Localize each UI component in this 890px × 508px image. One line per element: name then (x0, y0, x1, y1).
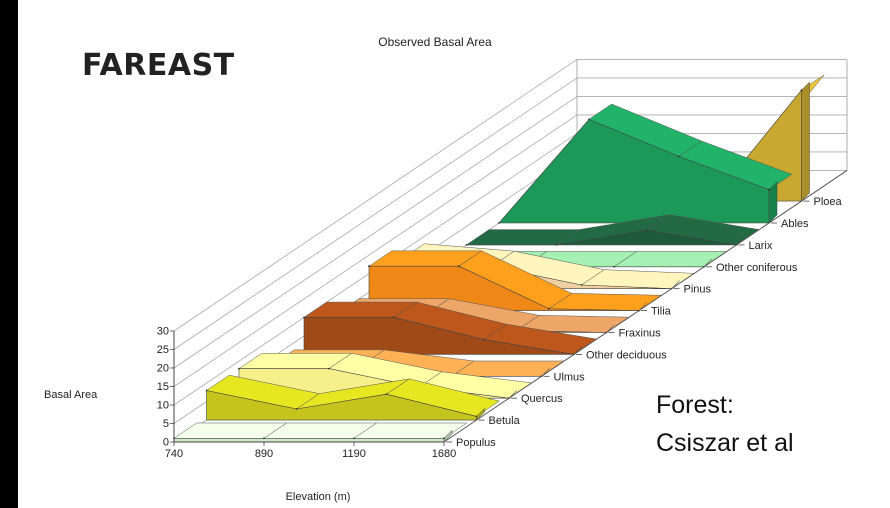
ribbon-face (173, 437, 445, 443)
caption-line-1: Forest: (656, 391, 734, 419)
species-label: Other coniferous (716, 262, 798, 274)
ribbon-end-cap (606, 324, 615, 333)
species-label: Fraxinus (619, 328, 662, 340)
ribbon-end-cap (703, 258, 713, 267)
species-label: Quercus (521, 393, 563, 405)
species-label: Tilia (651, 306, 672, 318)
data-point-1 (588, 118, 590, 121)
y-tick-label: 15 (157, 381, 169, 393)
data-point-1 (555, 244, 558, 246)
ribbon-end-cap (508, 390, 518, 399)
caption-line-2: Csiszar et al (656, 429, 794, 457)
data-point-0 (498, 222, 500, 224)
ribbon-end-cap (541, 368, 550, 377)
y-tick-label: 5 (163, 418, 169, 430)
data-point-1 (328, 367, 330, 370)
x-tick-label: 1190 (342, 448, 366, 460)
data-point-1 (393, 316, 395, 319)
data-point-3 (475, 415, 478, 418)
data-point-1 (458, 265, 460, 268)
data-point-2 (483, 338, 485, 341)
ribbon-face (498, 119, 770, 224)
y-tick-label: 20 (157, 363, 169, 375)
y-axis-label: Basal Area (44, 389, 98, 401)
y-tick-label: 30 (157, 326, 169, 338)
y-tick-label: 0 (163, 437, 169, 449)
data-point-2 (613, 265, 615, 268)
data-point-3 (768, 188, 770, 191)
series-larix (465, 214, 760, 246)
data-point-0 (368, 265, 370, 268)
side-gridline-6 (173, 59, 578, 332)
series-betula (205, 374, 500, 421)
data-point-0 (303, 316, 305, 319)
ribbon-layer (173, 74, 825, 443)
data-point-0 (238, 367, 240, 370)
basal-area-3d-chart: Observed Basal Area 0 5 10 15 20 25 30 740 890 11… (44, 35, 848, 503)
side-gridline-5 (173, 77, 578, 350)
ribbon-end-cap (638, 302, 648, 311)
x-tick-label: 1680 (432, 448, 456, 460)
ribbon-end-cap (801, 81, 810, 202)
ribbon-end-cap (476, 407, 485, 421)
ribbon-end-cap (736, 236, 745, 246)
data-point-2 (580, 284, 583, 286)
ribbon-end-cap (768, 181, 778, 224)
series-other-deciduous (303, 301, 598, 356)
caption: Forest: Csiszar et al (656, 386, 794, 462)
y-tick-label: 25 (157, 344, 169, 356)
data-point-0 (465, 244, 468, 246)
data-point-3 (443, 437, 445, 440)
slide: FAREAST Observed Basal Area 0 5 10 15 20 25 30… (18, 0, 890, 508)
species-label: Larix (749, 240, 773, 252)
series-populus (173, 422, 468, 443)
data-point-1 (295, 408, 298, 410)
data-point-2 (385, 393, 388, 396)
species-label: Populus (456, 437, 496, 449)
data-point-2 (678, 155, 680, 158)
y-tick-label: 10 (157, 400, 169, 412)
species-label: Other deciduous (586, 349, 667, 361)
chart-title: Observed Basal Area (378, 35, 492, 49)
species-label: Betula (489, 415, 521, 427)
species-label: Pinus (684, 284, 712, 296)
data-point-2 (548, 307, 550, 310)
series-abies (498, 103, 793, 224)
slide-title: FAREAST (82, 48, 235, 83)
data-point-3 (800, 89, 803, 91)
species-label: Ploea (814, 196, 843, 208)
ribbon-end-cap (573, 346, 583, 355)
species-label: Ulmus (554, 371, 586, 383)
ribbon-end-cap (671, 280, 680, 289)
side-gridline-4 (173, 96, 578, 369)
x-axis-label: Elevation (m) (286, 491, 351, 503)
species-label: Ables (781, 218, 809, 230)
x-tick-label: 890 (255, 448, 273, 460)
ribbon-face (303, 317, 575, 355)
data-point-2 (645, 229, 648, 232)
depth-axis-line (443, 170, 848, 443)
data-point-2 (353, 437, 355, 440)
data-point-0 (205, 389, 208, 392)
x-tick-label: 740 (165, 448, 183, 460)
side-gridline-3 (173, 114, 578, 387)
ribbon-end-cap (443, 429, 453, 443)
data-point-1 (263, 437, 265, 440)
